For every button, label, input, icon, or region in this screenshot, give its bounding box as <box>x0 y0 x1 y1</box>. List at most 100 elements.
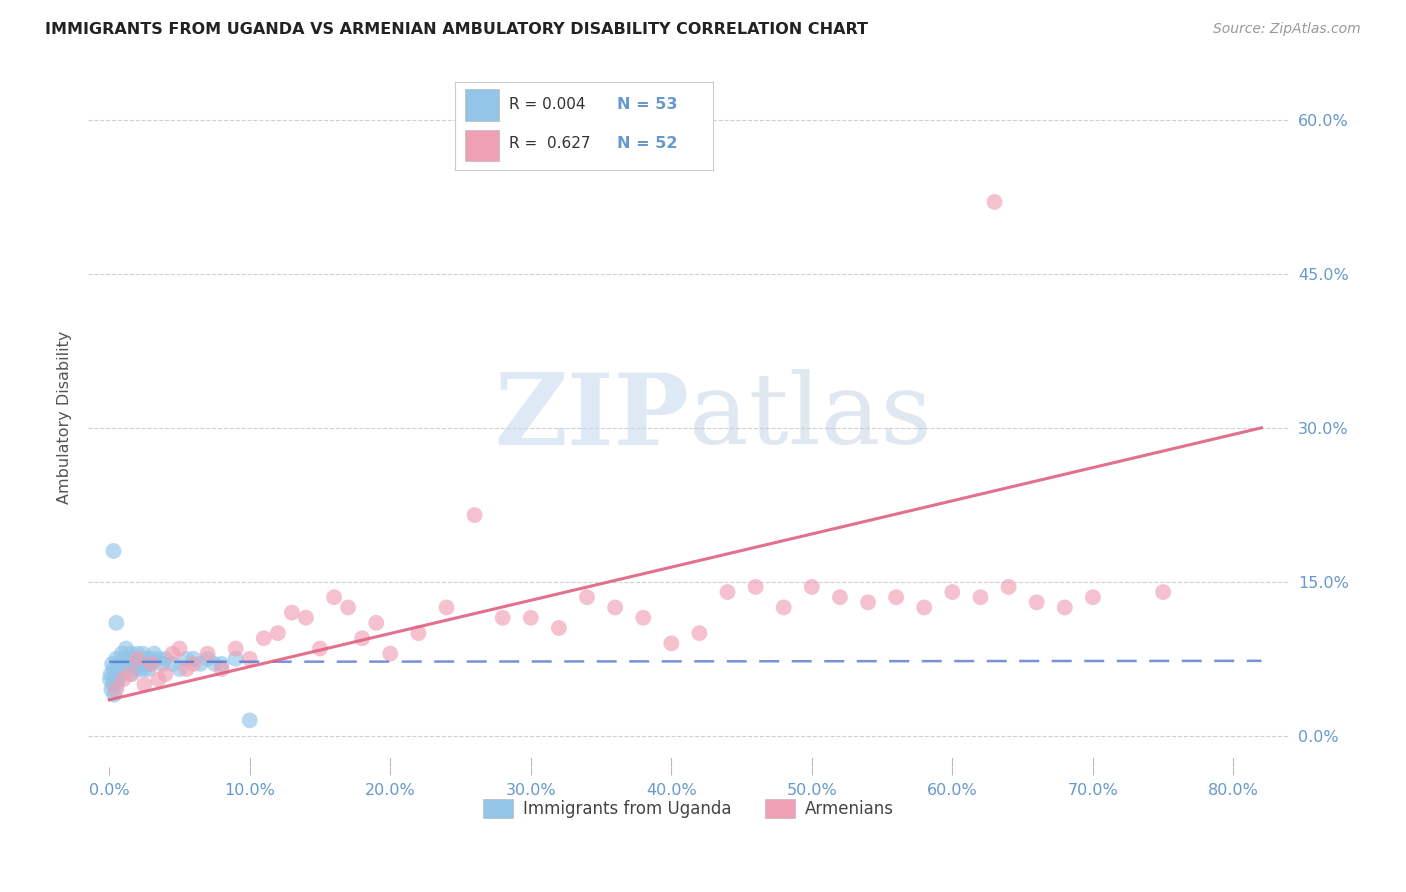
Point <box>107 673 129 687</box>
Point <box>253 632 276 646</box>
Point <box>1025 595 1047 609</box>
Point <box>603 600 626 615</box>
Point <box>183 652 205 666</box>
Point <box>281 606 304 620</box>
Point <box>828 590 851 604</box>
Point <box>148 652 170 666</box>
Point <box>1081 590 1104 604</box>
Point <box>337 600 360 615</box>
Point <box>148 673 170 687</box>
Point <box>225 641 247 656</box>
Point <box>138 662 160 676</box>
Point <box>117 657 139 671</box>
Point <box>141 652 163 666</box>
Point <box>716 585 738 599</box>
Point <box>104 667 127 681</box>
Point <box>239 714 262 728</box>
Point <box>104 673 127 687</box>
Point <box>127 652 149 666</box>
Text: ZIP: ZIP <box>494 369 689 466</box>
Point <box>124 662 146 676</box>
Point <box>295 611 318 625</box>
Point <box>575 590 598 604</box>
Y-axis label: Ambulatory Disability: Ambulatory Disability <box>58 331 72 504</box>
Point <box>548 621 571 635</box>
Point <box>190 657 212 671</box>
Point <box>155 667 177 681</box>
Text: IMMIGRANTS FROM UGANDA VS ARMENIAN AMBULATORY DISABILITY CORRELATION CHART: IMMIGRANTS FROM UGANDA VS ARMENIAN AMBUL… <box>45 22 868 37</box>
Point <box>122 652 145 666</box>
Point <box>127 647 149 661</box>
Point <box>112 652 135 666</box>
Point <box>110 667 132 681</box>
Point <box>211 657 233 671</box>
Point <box>101 677 124 691</box>
Point <box>772 600 794 615</box>
Point <box>103 544 125 558</box>
Point <box>267 626 290 640</box>
Point <box>155 652 177 666</box>
Point <box>1152 585 1174 599</box>
Point <box>108 657 131 671</box>
Point <box>139 657 162 671</box>
Point <box>366 615 388 630</box>
Point <box>744 580 766 594</box>
Point <box>225 652 247 666</box>
Point <box>100 667 122 681</box>
Point <box>211 662 233 676</box>
Point <box>135 657 157 671</box>
Point <box>115 641 138 656</box>
Text: Source: ZipAtlas.com: Source: ZipAtlas.com <box>1213 22 1361 37</box>
Point <box>1053 600 1076 615</box>
Point <box>120 647 142 661</box>
Point <box>134 677 156 691</box>
Point <box>464 508 486 522</box>
Point <box>169 662 191 676</box>
Legend: Immigrants from Uganda, Armenians: Immigrants from Uganda, Armenians <box>477 792 901 824</box>
Point <box>969 590 991 604</box>
Point <box>134 662 156 676</box>
Point <box>136 652 159 666</box>
Point <box>239 652 262 666</box>
Point <box>162 657 184 671</box>
Point <box>105 682 128 697</box>
Point <box>131 652 153 666</box>
Point <box>176 652 198 666</box>
Point <box>152 657 174 671</box>
Point <box>983 194 1005 209</box>
Point <box>121 667 143 681</box>
Point <box>659 636 682 650</box>
Point <box>408 626 430 640</box>
Point <box>176 662 198 676</box>
Point <box>631 611 654 625</box>
Point <box>105 677 128 691</box>
Point <box>103 688 125 702</box>
Point <box>162 647 184 661</box>
Point <box>520 611 543 625</box>
Point <box>120 667 142 681</box>
Point <box>128 657 150 671</box>
Point <box>114 662 136 676</box>
Text: atlas: atlas <box>689 369 932 466</box>
Point <box>309 641 332 656</box>
Point <box>323 590 346 604</box>
Point <box>997 580 1019 594</box>
Point <box>884 590 907 604</box>
Point <box>103 662 125 676</box>
Point <box>856 595 879 609</box>
Point <box>183 657 205 671</box>
Point <box>105 615 128 630</box>
Point <box>132 647 155 661</box>
Point <box>105 652 128 666</box>
Point <box>204 657 226 671</box>
Point <box>352 632 374 646</box>
Point <box>112 673 135 687</box>
Point <box>141 657 163 671</box>
Point <box>107 662 129 676</box>
Point <box>129 662 152 676</box>
Point <box>169 641 191 656</box>
Point <box>197 652 219 666</box>
Point <box>197 647 219 661</box>
Point <box>111 647 134 661</box>
Point <box>118 652 141 666</box>
